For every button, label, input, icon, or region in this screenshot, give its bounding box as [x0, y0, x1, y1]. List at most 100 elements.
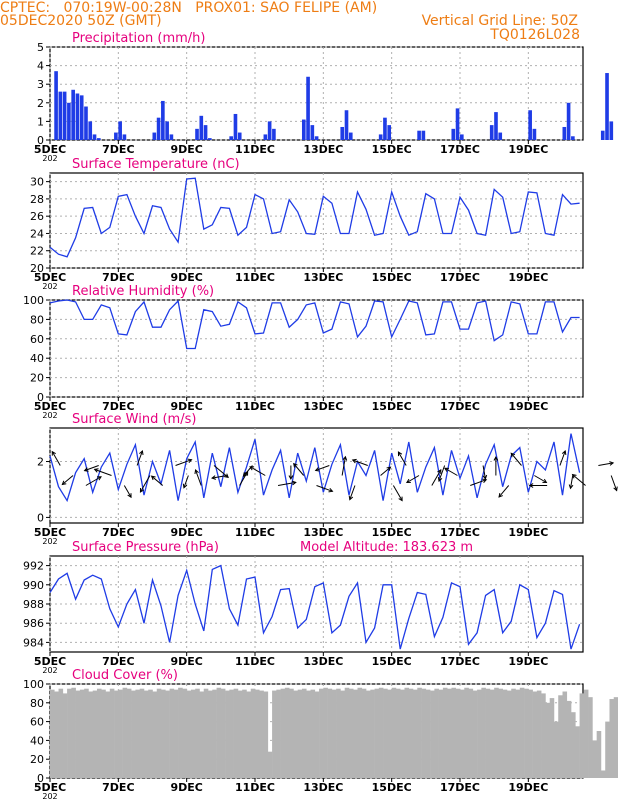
- cloud-column: [62, 693, 68, 778]
- wind-vector-head: [398, 496, 403, 502]
- wind-vector-head: [211, 475, 216, 480]
- cloud-column: [417, 687, 422, 778]
- wind-vector: [316, 485, 334, 493]
- wind-vector-head: [139, 487, 145, 493]
- precip-bar: [340, 126, 345, 140]
- wind-vector-shaft: [94, 468, 112, 476]
- cloud-column: [558, 695, 563, 778]
- cloud-column: [101, 689, 106, 778]
- wind-vector: [83, 465, 99, 472]
- pres-ytick-label: 990: [23, 579, 44, 592]
- precip-bar: [118, 121, 122, 140]
- wind-xtick-label: 13DEC: [303, 526, 343, 539]
- precip-bar: [84, 106, 88, 140]
- wind-vector-head: [187, 458, 193, 464]
- precip-bar: [498, 132, 503, 140]
- cloud-column: [489, 689, 495, 778]
- wind-vector: [493, 455, 499, 476]
- cloud-ytick-label: 60: [30, 716, 44, 729]
- wind-vector: [293, 462, 305, 476]
- wind-vector: [510, 452, 522, 466]
- cloud-column: [182, 688, 187, 778]
- wind-vector: [470, 478, 488, 486]
- precip-bar: [455, 108, 460, 140]
- cloud-column: [592, 740, 597, 778]
- wind-vector: [93, 468, 112, 476]
- pres-xtick-label: 13DEC: [303, 655, 343, 668]
- cloud-column: [460, 689, 465, 778]
- rh-xtick-label: 13DEC: [303, 400, 343, 413]
- wind-vector-shaft: [151, 475, 164, 486]
- wind-vector-shaft: [136, 450, 143, 466]
- cloud-column: [447, 688, 452, 778]
- wind-xtick-label: 17DEC: [440, 526, 480, 539]
- cloud-column: [297, 689, 303, 778]
- wind-vector-head: [571, 473, 577, 479]
- cloud-column: [96, 688, 102, 778]
- wind-vector-shaft: [316, 485, 333, 492]
- precip-bar: [152, 132, 157, 140]
- wind-vector-head: [224, 473, 229, 479]
- precip-bar: [92, 134, 97, 140]
- wind-vector: [348, 485, 356, 501]
- cloud-column: [216, 687, 222, 778]
- cloud-column: [361, 688, 367, 778]
- wind-vector: [380, 466, 392, 476]
- cloud-column: [327, 688, 333, 778]
- cloud-column: [203, 688, 209, 778]
- wind-vector-head: [139, 449, 144, 455]
- rh-ytick-label: 60: [30, 333, 44, 346]
- precip-bar: [562, 126, 567, 140]
- cloud-column: [404, 687, 410, 778]
- wind-vector-head: [397, 451, 403, 457]
- pres-annotation: Model Altitude: 183.623 m: [300, 540, 473, 555]
- cloud-column: [237, 690, 243, 778]
- cloud-column: [199, 691, 205, 778]
- wind-vector-shaft: [315, 465, 330, 471]
- cloud-column: [609, 699, 615, 778]
- cloud-column: [161, 689, 166, 778]
- precip-bar: [378, 134, 383, 140]
- cloud-column: [357, 687, 363, 778]
- wind-vector-shaft: [211, 475, 227, 479]
- cloud-column: [413, 689, 418, 778]
- cloud-column: [139, 688, 145, 778]
- cloud-column: [233, 688, 239, 778]
- precip-bar: [195, 128, 199, 140]
- rh-xtick-label: 19DEC: [508, 400, 548, 413]
- precip-bar: [566, 102, 571, 140]
- precip-bar: [451, 128, 456, 140]
- wind-vector-shaft: [598, 462, 614, 466]
- cloud-column: [600, 770, 606, 778]
- pres-xtick-label: 5DEC: [34, 655, 66, 668]
- cloud-column: [58, 688, 64, 778]
- precip-bar: [383, 117, 387, 140]
- precip-ytick-label: 3: [37, 78, 44, 91]
- wind-vector: [598, 461, 615, 466]
- cloud-column: [477, 689, 482, 778]
- wind-vector: [482, 465, 488, 480]
- cloud-column: [348, 688, 354, 778]
- temp-xtick-label: 17DEC: [440, 271, 480, 284]
- cloud-column: [71, 687, 76, 778]
- wind-vector-head: [194, 469, 199, 475]
- cloud-column: [280, 688, 286, 778]
- cloud-column: [152, 691, 158, 778]
- cloud-column: [575, 726, 580, 778]
- wind-vector-head: [328, 487, 334, 493]
- wind-xtick-label: 7DEC: [102, 526, 134, 539]
- cloud-column: [122, 687, 128, 778]
- cloud-column: [225, 690, 230, 778]
- cloud-column: [515, 689, 521, 778]
- cloud-xtick-label: 15DEC: [372, 781, 412, 794]
- precip-xtick-label: 17DEC: [440, 143, 480, 156]
- wind-vector-head: [291, 480, 297, 486]
- wind-vector-shaft: [352, 459, 368, 466]
- cloud-column: [455, 688, 461, 778]
- wind-vector-head: [182, 483, 188, 489]
- wind-vector: [405, 475, 420, 484]
- cloud-column: [143, 690, 149, 778]
- precip-xtick-label: 11DEC: [235, 143, 275, 156]
- cloud-column: [583, 689, 589, 778]
